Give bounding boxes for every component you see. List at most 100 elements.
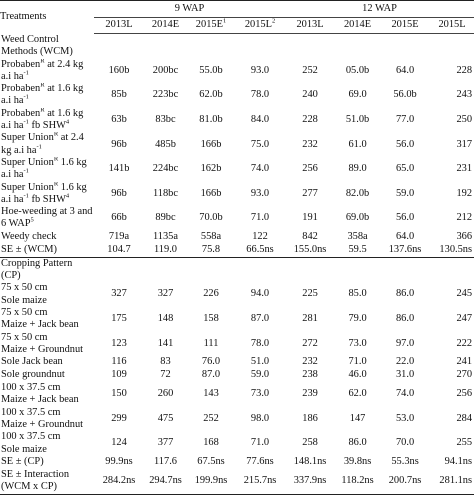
value-cell: 191 bbox=[302, 212, 318, 224]
row-label: 75 x 50 cm Sole maize bbox=[0, 282, 94, 307]
value-cell: 277 bbox=[302, 187, 318, 199]
table-row: 100 x 37.5 cm Sole maize 124 377 168 71.0 258 8… bbox=[0, 431, 474, 456]
value-cell bbox=[144, 257, 187, 282]
value-cell: 55.0b bbox=[199, 64, 223, 76]
label-word: Super Union bbox=[1, 132, 54, 144]
value-cell: 89.0 bbox=[348, 163, 367, 175]
section-label: Weed Control Methods (WCM) bbox=[0, 34, 94, 59]
value-cell bbox=[430, 34, 474, 59]
label-line: Cropping Pattern bbox=[1, 257, 73, 269]
value-cell: 475 bbox=[157, 412, 174, 424]
row-label: Weedy check bbox=[0, 231, 94, 244]
value-cell: 94.1ns bbox=[444, 456, 473, 468]
label-line: (CP) bbox=[1, 270, 21, 282]
header-row-groups: Treatments 9 WAP 12 WAP bbox=[0, 0, 474, 22]
label-line: Methods (WCM) bbox=[1, 46, 73, 58]
footnote-marker: 2 bbox=[271, 17, 276, 25]
label-rest: at 1.6 kg bbox=[44, 107, 84, 119]
table-row: 75 x 50 cm Sole maize 327 327 226 94.0 225 85.0… bbox=[0, 282, 474, 307]
value-cell: 85b bbox=[111, 89, 127, 101]
value-cell: 247 bbox=[456, 313, 473, 325]
value-cell: 73.0 bbox=[250, 388, 270, 400]
value-cell: 141b bbox=[108, 163, 130, 175]
value-cell: 69.0 bbox=[348, 89, 367, 101]
label-line: a.i ha-1 bbox=[1, 167, 29, 181]
value-cell bbox=[285, 34, 335, 59]
table-row: Sole groundnut 109 72 87.0 59.0 238 46.0 31.0 27… bbox=[0, 369, 474, 382]
value-cell: 59.0 bbox=[395, 187, 415, 199]
registered-marker: R bbox=[53, 156, 59, 163]
label-line: (WCM x CP) bbox=[1, 481, 57, 493]
row-label: SE ± Interaction (WCM x CP) bbox=[0, 469, 94, 494]
value-cell: 93.0 bbox=[250, 187, 270, 199]
value-cell: 79.0 bbox=[348, 313, 367, 325]
value-cell: 83bc bbox=[155, 113, 176, 125]
value-cell: 186 bbox=[302, 412, 318, 424]
value-cell: 192 bbox=[456, 187, 473, 199]
row-label: ProbabenR at 1.6 kg a.i ha-1 fb SHW4 bbox=[0, 108, 94, 133]
value-cell: 87.0 bbox=[250, 313, 270, 325]
year-header: 2013L bbox=[94, 17, 144, 34]
value-cell: 71.0 bbox=[348, 356, 367, 368]
label-line: 75 x 50 cm bbox=[1, 331, 48, 343]
label-line: Super UnionR 1.6 kg bbox=[1, 182, 87, 193]
group-header-9wap: 9 WAP bbox=[94, 0, 286, 18]
value-cell: 166b bbox=[200, 187, 222, 199]
value-cell: 223bc bbox=[152, 89, 179, 101]
value-cell bbox=[335, 257, 380, 282]
year-header-text: 2015L bbox=[244, 19, 272, 31]
value-cell: 143 bbox=[203, 388, 219, 400]
value-cell: 86.0 bbox=[348, 437, 367, 449]
registered-marker: R bbox=[53, 181, 59, 188]
table-row: 100 x 37.5 cm Maize + Jack bean 150 260 143 7… bbox=[0, 382, 474, 407]
label-line: 6 WAP bbox=[1, 218, 31, 230]
value-cell: 245 bbox=[456, 288, 473, 300]
value-cell: 05.0b bbox=[345, 64, 370, 76]
value-cell: 85.0 bbox=[348, 288, 367, 300]
value-cell: 241 bbox=[456, 356, 473, 368]
value-cell: 81.0b bbox=[199, 113, 223, 125]
value-cell: 62.0b bbox=[199, 89, 223, 101]
table-row: Sole Jack bean 116 83 76.0 51.0 232 71.0 22.0 24… bbox=[0, 356, 474, 369]
table-row: 100 x 37.5 cm Maize + Groundnut 299 475 252 9… bbox=[0, 407, 474, 432]
table-row: Weedy check 719a 1135a 558a 122 842 358a 64.0 36… bbox=[0, 231, 474, 244]
value-cell: 94.0 bbox=[250, 288, 270, 300]
value-cell: 231 bbox=[456, 163, 473, 175]
value-cell: 55.3ns bbox=[391, 456, 419, 468]
value-cell: 252 bbox=[302, 64, 318, 76]
value-cell: 226 bbox=[203, 288, 219, 300]
value-cell: 243 bbox=[456, 89, 473, 101]
value-cell: 175 bbox=[111, 313, 127, 325]
value-cell: 66.5ns bbox=[246, 244, 274, 256]
value-cell: 272 bbox=[302, 337, 318, 349]
label-line: SE ± (WCM) bbox=[1, 244, 57, 256]
value-cell bbox=[144, 34, 187, 59]
value-cell: 238 bbox=[302, 369, 318, 381]
value-cell: 317 bbox=[456, 138, 473, 150]
value-cell: 168 bbox=[203, 437, 219, 449]
value-cell: 260 bbox=[157, 388, 174, 400]
table-row: ProbabenR at 2.4 kg a.i ha-1 160b 200bc 55.0… bbox=[0, 59, 474, 84]
row-label: 75 x 50 cm Maize + Jack bean bbox=[0, 307, 94, 332]
footnote-marker: 4 bbox=[65, 192, 70, 200]
value-cell: 228 bbox=[302, 113, 318, 125]
value-cell: 70.0b bbox=[199, 212, 223, 224]
value-cell: 64.0 bbox=[395, 231, 415, 243]
value-cell: 122 bbox=[252, 231, 268, 243]
value-cell: 71.0 bbox=[250, 437, 270, 449]
value-cell: 62.0 bbox=[348, 388, 367, 400]
value-cell: 270 bbox=[456, 369, 473, 381]
value-cell: 96b bbox=[111, 138, 127, 150]
value-cell: 137.6ns bbox=[388, 244, 422, 256]
value-cell: 66b bbox=[111, 212, 127, 224]
registered-marker: R bbox=[40, 83, 45, 89]
value-cell: 148 bbox=[157, 313, 174, 325]
section-row: Cropping Pattern (CP) bbox=[0, 257, 474, 282]
row-label: Super UnionR 1.6 kg a.i ha-1 bbox=[0, 157, 94, 182]
registered-marker: R bbox=[40, 107, 45, 114]
label-line: SE ± (CP) bbox=[1, 456, 44, 468]
label-line: Maize + Jack bean bbox=[1, 319, 79, 331]
value-cell: 118bc bbox=[152, 187, 178, 199]
footnote-marker: 5 bbox=[30, 216, 34, 224]
